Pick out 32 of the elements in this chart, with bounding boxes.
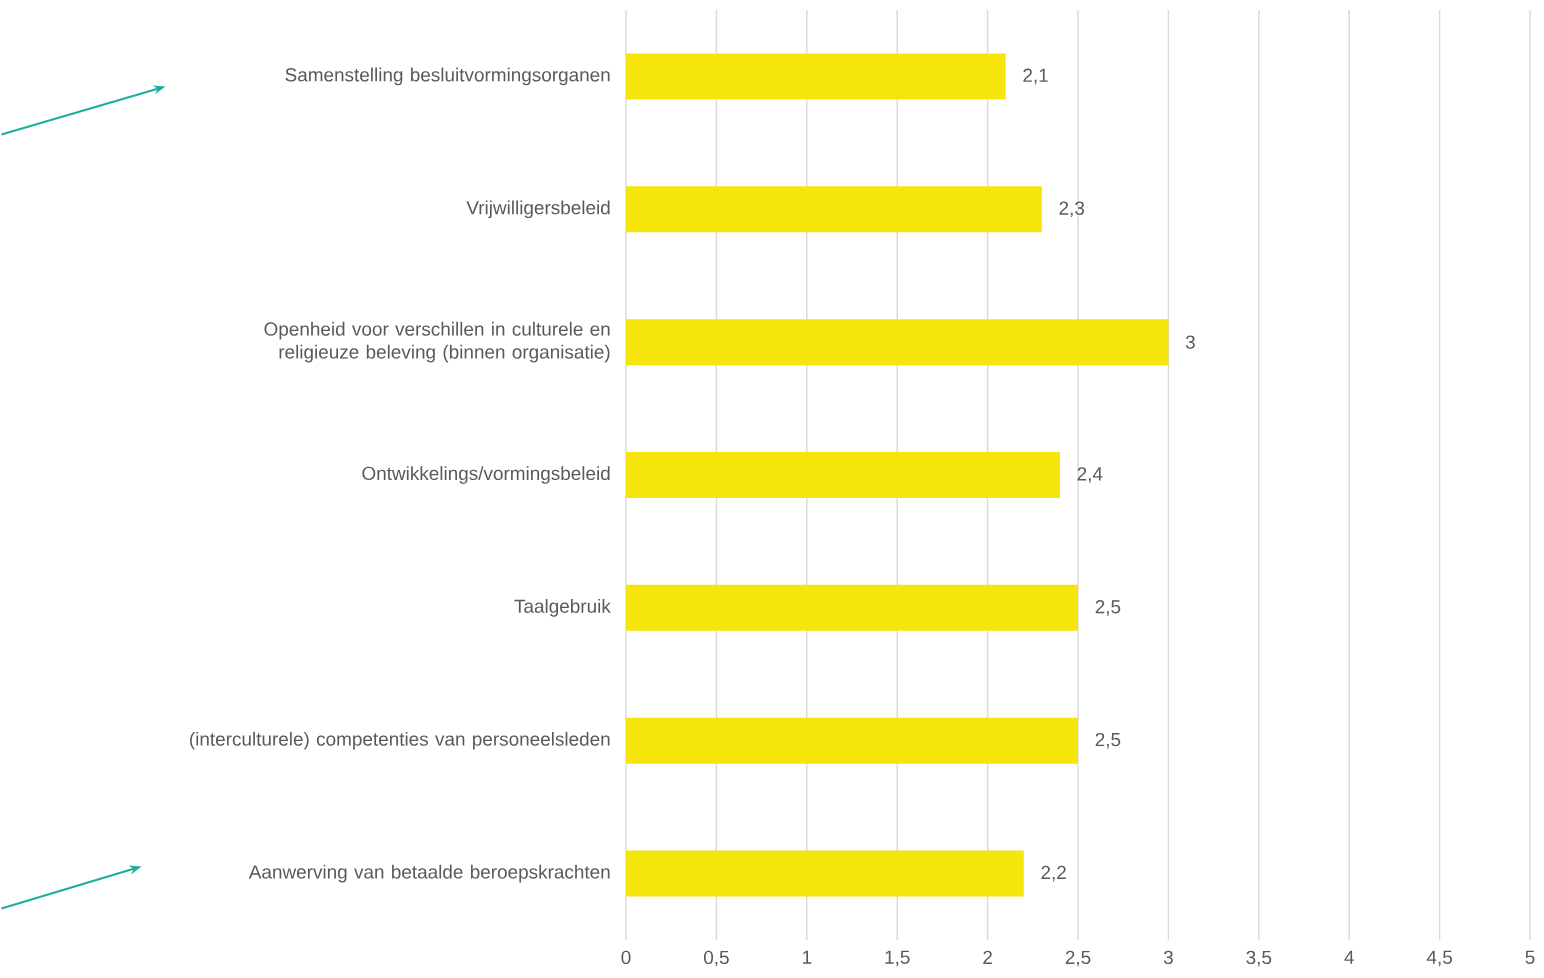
- y-tick-label: Aanwerving van betaalde beroepskrachten: [248, 864, 610, 883]
- bar: [626, 319, 1169, 366]
- bar: [626, 186, 1042, 233]
- x-tick-label: 3,5: [1246, 950, 1272, 967]
- y-tick-label: (interculturele) competenties van personeelsleden: [190, 731, 610, 750]
- x-tick-label: 5: [1525, 950, 1535, 964]
- data-label: 2,5: [1095, 732, 1121, 749]
- bar: [626, 717, 1079, 764]
- x-tick-label: 3: [1163, 950, 1173, 965]
- y-tick-label: Ontwikkelings/vormingsbeleid: [362, 466, 610, 484]
- data-label: 2,4: [1077, 467, 1103, 483]
- x-tick-label: 2,5: [1065, 950, 1091, 967]
- bar: [626, 451, 1060, 498]
- x-tick-label: 4: [1344, 950, 1354, 964]
- y-tick-label: Openheid voor verschillen in culturele en religieuze beleving (binnen organisatie): [264, 321, 610, 363]
- x-tick-label: 1: [802, 950, 812, 964]
- x-tick-label: 0: [621, 950, 631, 965]
- data-label: 2,3: [1059, 201, 1085, 218]
- y-tick-label: Samenstelling besluitvormingsorganen: [285, 67, 610, 86]
- data-label: 2,5: [1095, 600, 1121, 616]
- bar: [626, 53, 1006, 100]
- y-tick-label: Taalgebruik: [514, 599, 611, 617]
- y-tick-label: Vrijwilligersbeleid: [466, 200, 610, 219]
- x-tick-label: 1,5: [885, 950, 910, 967]
- data-label: 3: [1185, 335, 1195, 349]
- data-label: 2,1: [1023, 68, 1048, 85]
- bar: [626, 850, 1024, 897]
- x-tick-label: 0,5: [704, 950, 729, 967]
- x-tick-label: 2: [983, 950, 992, 964]
- bar: [626, 584, 1079, 631]
- data-label: 2,2: [1041, 865, 1066, 882]
- x-tick-label: 4,5: [1426, 950, 1452, 967]
